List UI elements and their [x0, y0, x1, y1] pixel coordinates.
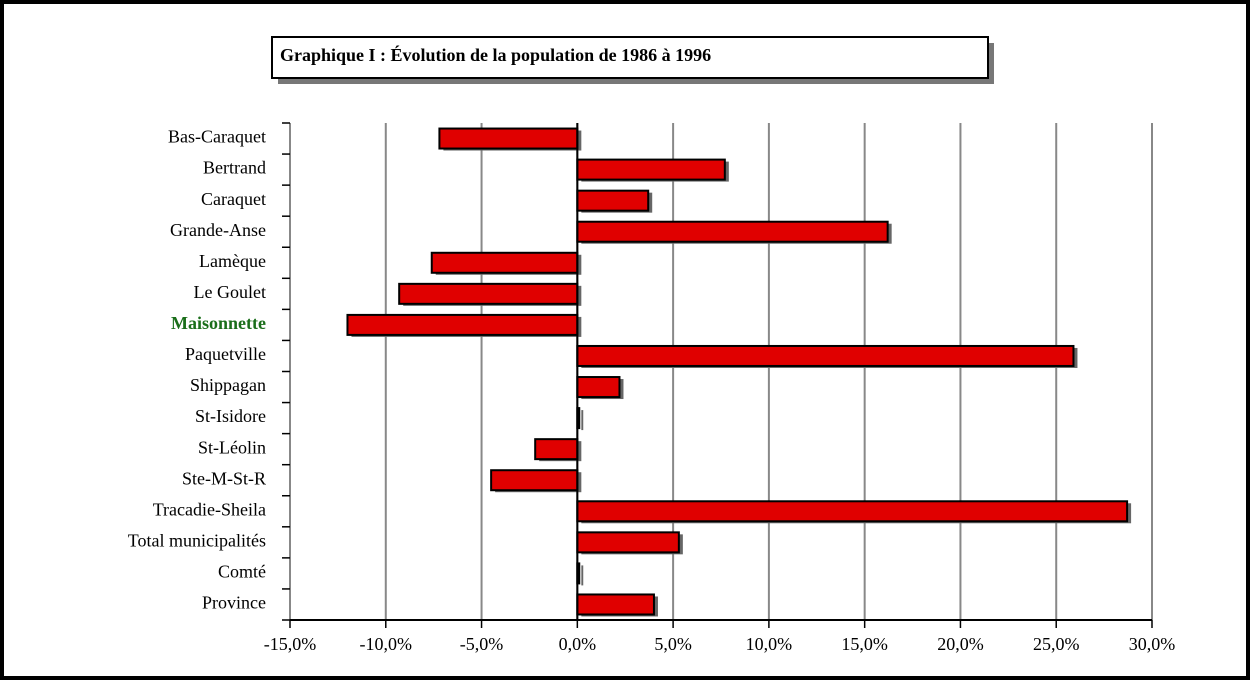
y-tick-label: Bas-Caraquet [168, 127, 266, 147]
bar-shadow [581, 410, 584, 431]
x-tick-label: -5,0% [460, 634, 504, 654]
bar [490, 469, 579, 492]
bar [576, 344, 1075, 367]
x-tick-label: -10,0% [360, 634, 413, 654]
y-tick-label: Maisonnette [171, 313, 266, 333]
x-tick-label: 15,0% [841, 634, 888, 654]
y-tick-label: Grande-Anse [170, 220, 266, 240]
y-tick-label: St-Isidore [195, 406, 266, 426]
bar [398, 282, 579, 305]
x-tick-label: 10,0% [746, 634, 793, 654]
bar [576, 593, 655, 616]
y-tick-label: Province [202, 593, 266, 613]
bar-shadow [581, 565, 584, 586]
bar [576, 220, 889, 243]
x-tick-label: 30,0% [1129, 634, 1176, 654]
bar [576, 531, 680, 554]
x-tick-label: 0,0% [559, 634, 597, 654]
bar [576, 189, 650, 212]
x-tick-label: 5,0% [654, 634, 692, 654]
y-tick-label: St-Léolin [198, 437, 266, 457]
y-tick-label: Caraquet [201, 189, 266, 209]
chart-title: Graphique I : Évolution de la population… [280, 44, 711, 65]
bar [576, 376, 621, 399]
x-tick-label: -15,0% [264, 634, 317, 654]
x-tick-label: 20,0% [937, 634, 984, 654]
y-tick-label: Ste-M-St-R [182, 468, 266, 488]
title-box [271, 36, 989, 79]
bar [438, 127, 579, 150]
bar [576, 500, 1129, 523]
y-tick-label: Comté [218, 562, 266, 582]
y-tick-label: Paquetville [185, 344, 266, 364]
bar [534, 438, 579, 461]
bar [430, 251, 579, 274]
bar [576, 158, 726, 181]
bar [346, 313, 579, 336]
y-tick-label: Lamèque [199, 251, 266, 271]
y-tick-label: Shippagan [190, 375, 266, 395]
y-tick-label: Total municipalités [128, 530, 266, 550]
y-tick-label: Tracadie-Sheila [153, 499, 266, 519]
y-tick-label: Bertrand [203, 158, 266, 178]
x-tick-label: 25,0% [1033, 634, 1080, 654]
y-tick-label: Le Goulet [194, 282, 266, 302]
